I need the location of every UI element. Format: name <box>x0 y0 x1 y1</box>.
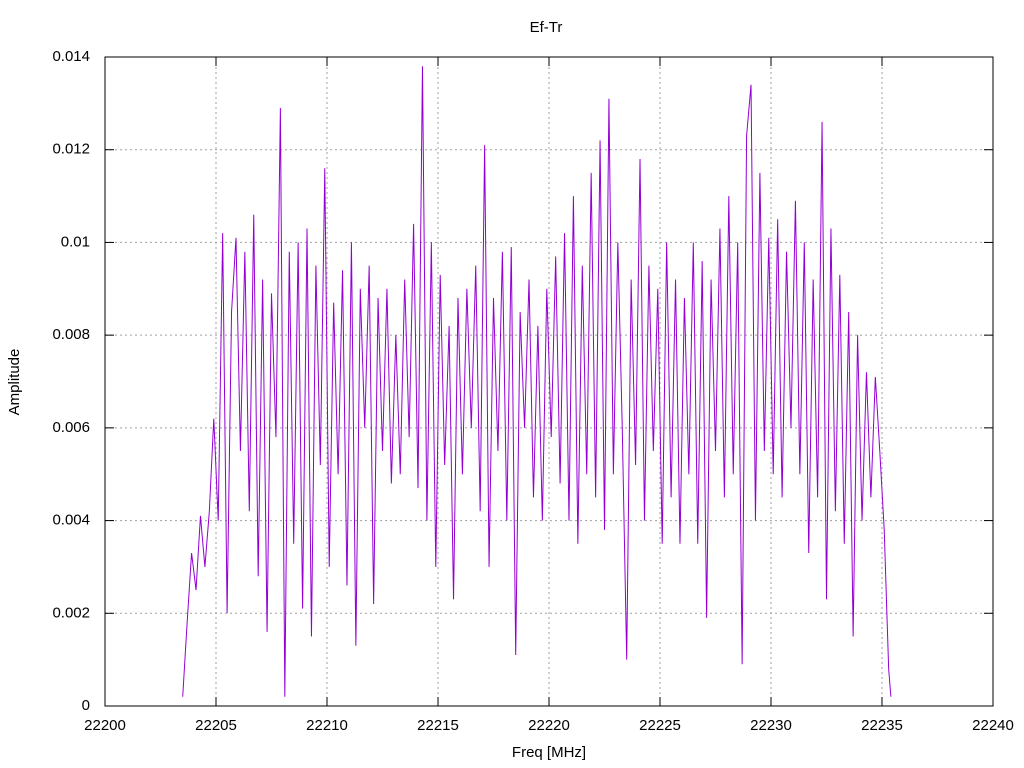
y-tick-label: 0.012 <box>52 141 90 158</box>
x-tick-label: 22220 <box>528 717 570 734</box>
x-tick-label: 22210 <box>306 717 348 734</box>
x-tick-label: 22205 <box>195 717 237 734</box>
data-line <box>182 66 892 697</box>
x-tick-label: 22235 <box>861 717 903 734</box>
y-tick-label: 0.01 <box>61 233 90 250</box>
chart-title: Ef-Tr <box>530 19 563 36</box>
x-tick-label: 22230 <box>750 717 792 734</box>
y-tick-label: 0.004 <box>52 512 90 529</box>
y-tick-label: 0.014 <box>52 48 90 65</box>
x-axis-label: Freq [MHz] <box>512 744 586 761</box>
x-tick-label: 22215 <box>417 717 459 734</box>
y-tick-label: 0.008 <box>52 326 90 343</box>
y-axis-label: Amplitude <box>6 349 23 416</box>
y-tick-label: 0 <box>82 697 90 714</box>
x-tick-label: 22200 <box>84 717 126 734</box>
y-tick-label: 0.002 <box>52 604 90 621</box>
y-tick-label: 0.006 <box>52 419 90 436</box>
x-tick-label: 22225 <box>639 717 681 734</box>
plot-border <box>104 56 994 707</box>
x-tick-label: 22240 <box>972 717 1014 734</box>
